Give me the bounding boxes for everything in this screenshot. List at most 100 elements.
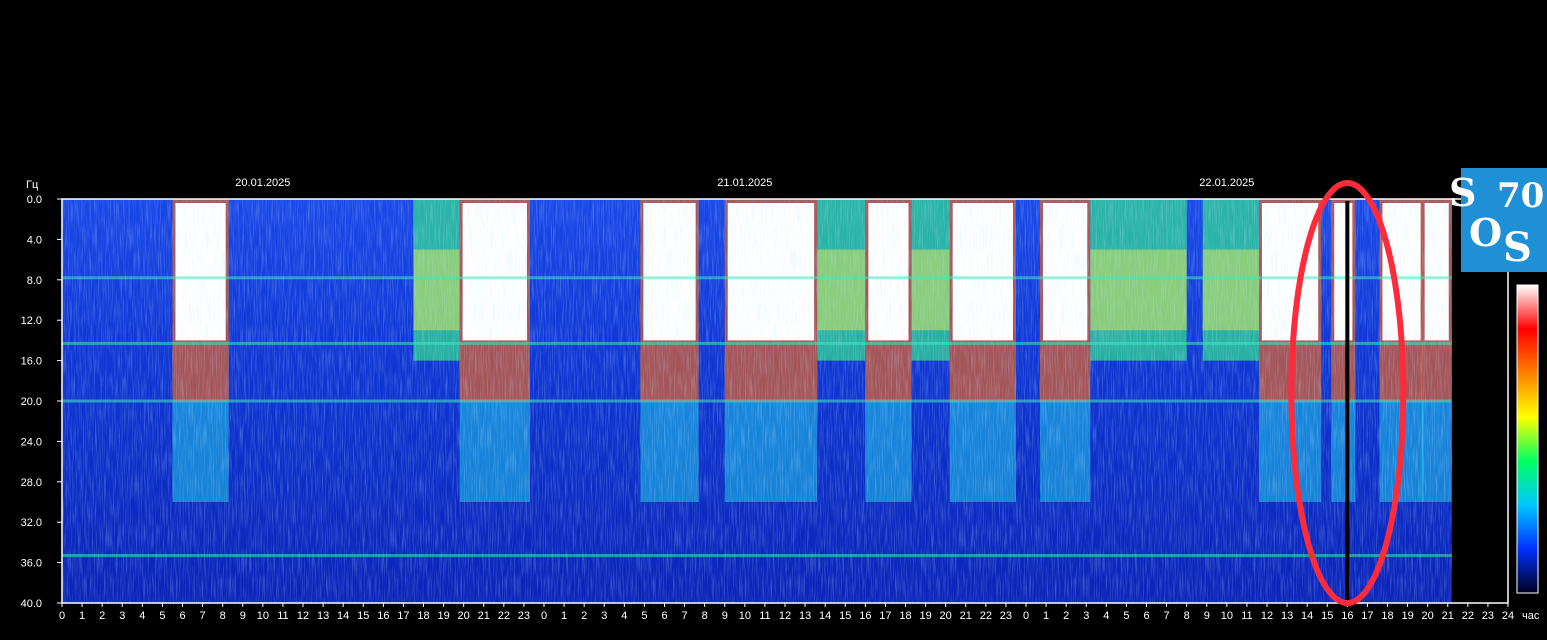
y-tick-label: 20.0 [21,396,42,408]
x-tick-label: 4 [621,610,627,622]
logo: S 70 O S [1449,168,1547,272]
logo-number: 70 [1497,176,1545,216]
x-tick-label: 0 [1023,610,1029,622]
x-tick-label: 14 [1301,610,1313,622]
x-tick-label: 16 [1341,610,1353,622]
x-tick-label: 0 [59,610,65,622]
colorbar-scale [1516,284,1539,594]
x-tick-label: 1 [1043,610,1049,622]
y-tick-label: 32.0 [21,517,42,529]
x-tick-label: 23 [1482,610,1494,622]
x-tick-label: 2 [1063,610,1069,622]
annotation-ellipse [1288,180,1407,606]
x-tick-label: 22 [498,610,510,622]
y-axis-label: Гц [26,179,39,191]
x-tick-label: 10 [739,610,751,622]
y-tick-label: 28.0 [21,477,42,489]
x-tick-label: 11 [1241,610,1252,622]
x-tick-label: 12 [779,610,791,622]
x-tick-label: 19 [919,610,931,622]
x-tick-label: 16 [377,610,389,622]
x-tick-label: 6 [661,610,667,622]
x-tick-label: 21 [1442,610,1454,622]
data-gap [1345,201,1350,601]
x-tick-label: 22 [980,610,992,622]
x-tick-label: 6 [179,610,185,622]
x-tick-label: 20 [1422,610,1434,622]
x-tick-label: 20 [458,610,470,622]
x-tick-label: 14 [337,610,349,622]
y-axis: Гц 0.0 4.0 8.0 12.0 16.0 20.0 24.0 28.0 32.0 36.0… [21,179,62,610]
x-tick-label: 18 [1381,610,1393,622]
x-tick-label: 12 [1261,610,1273,622]
x-tick-label: 6 [1143,610,1149,622]
x-tick-label: 10 [1221,610,1233,622]
date-labels: 20.01.2025 21.01.2025 22.01.2025 [235,177,1254,189]
x-tick-label: 13 [799,610,811,622]
date-label-1: 21.01.2025 [717,177,772,189]
x-tick-label: 5 [1123,610,1129,622]
y-tick-label: 40.0 [21,598,42,610]
x-tick-label: 13 [317,610,329,622]
x-tick-label: 14 [819,610,831,622]
logo-s-top: S [1449,170,1477,215]
x-tick-label: 9 [722,610,728,622]
y-tick-label: 36.0 [21,558,42,570]
x-tick-label: 15 [357,610,369,622]
x-tick-label: 1 [561,610,567,622]
y-tick-label: 4.0 [27,234,42,246]
x-tick-label: 17 [879,610,891,622]
x-tick-label: 19 [1401,610,1413,622]
x-tick-label: 3 [1083,610,1089,622]
x-tick-label: 21 [478,610,490,622]
x-tick-label: 7 [200,610,206,622]
x-tick-label: 2 [581,610,587,622]
x-tick-label: 17 [397,610,409,622]
plot-area [61,198,1509,604]
frequency-band-3 [62,554,1452,558]
colorbar [1516,284,1539,594]
x-tick-label: 8 [1184,610,1190,622]
y-tick-label: 12.0 [21,315,42,327]
x-tick-label: 9 [240,610,246,622]
x-axis-label: час [1522,610,1540,622]
x-tick-label: 16 [859,610,871,622]
x-tick-label: 10 [257,610,269,622]
x-tick-label: 3 [601,610,607,622]
x-tick-label: 3 [119,610,125,622]
x-tick-label: 12 [297,610,309,622]
x-tick-label: 0 [541,610,547,622]
x-tick-label: 18 [417,610,429,622]
x-tick-label: 18 [899,610,911,622]
date-label-2: 22.01.2025 [1199,177,1254,189]
x-tick-label: 5 [641,610,647,622]
x-axis: 0 1 2 3 4 5 6 7 8 9 10 11 12 13 14 15 16 17 18 19 20 21 22 23 0 1… [59,603,1514,622]
x-tick-label: 5 [159,610,165,622]
y-tick-label: 24.0 [21,436,42,448]
x-tick-label: 13 [1281,610,1293,622]
x-tick-label: 8 [702,610,708,622]
x-tick-label: 20 [940,610,952,622]
x-tick-label: 11 [277,610,288,622]
y-tick-label: 16.0 [21,356,42,368]
x-tick-label: 4 [139,610,145,622]
x-tick-label: 1 [79,610,85,622]
x-tick-label: 2 [99,610,105,622]
x-tick-label: 21 [960,610,972,622]
logo-s-bottom: S [1503,224,1532,271]
x-tick-label: 15 [1321,610,1333,622]
x-tick-label: 11 [759,610,770,622]
y-tick-label: 0.0 [27,194,42,206]
frequency-band-1 [62,341,1452,345]
x-tick-label: 23 [518,610,530,622]
x-tick-label: 8 [220,610,226,622]
x-tick-label: 22 [1462,610,1474,622]
x-tick-label: 7 [1164,610,1170,622]
logo-o: O [1469,210,1503,255]
x-tick-label: 15 [839,610,851,622]
x-tick-label: 7 [682,610,688,622]
x-tick-label: 19 [437,610,449,622]
y-tick-label: 8.0 [27,275,42,287]
frequency-band-2 [62,399,1452,403]
